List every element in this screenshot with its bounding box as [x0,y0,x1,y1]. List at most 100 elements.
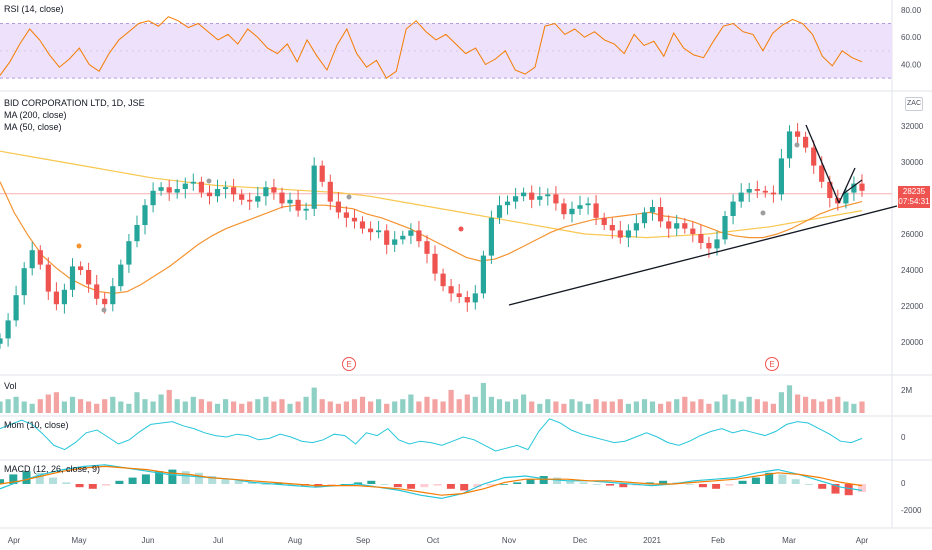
volume-bar [811,399,817,413]
rsi-legend[interactable]: RSI (14, close) [4,4,64,14]
volume-bar [666,401,672,413]
candle-body [617,230,623,238]
candle-body [448,286,454,294]
price-tick-label: 26000 [901,230,924,239]
event-dot [458,226,464,232]
candle-body [569,208,575,215]
volume-bar [843,401,849,413]
price-tick-label: 24000 [901,266,924,275]
volume-bar [142,399,148,413]
candle-body [561,203,567,215]
candle-body [601,217,607,225]
macd-histogram-bar [645,482,654,484]
macd-histogram-bar [407,484,416,489]
price-panel[interactable]: 32000300002800026000240002200020000EE [0,122,924,371]
momentum-legend[interactable]: Mom (10, close) [4,420,69,430]
volume-bar [416,401,422,413]
volume-bar [78,399,84,413]
candle-body [158,187,164,191]
earnings-marker [765,357,779,371]
candle-body [392,239,398,245]
candle-body [214,189,221,197]
candle-body [118,264,124,287]
time-tick-label: Nov [502,536,516,545]
volume-bar [319,399,325,413]
volume-bar [21,401,27,413]
volume-panel[interactable]: 2M [0,383,912,413]
volume-bar [569,399,575,413]
time-tick-label: Dec [573,536,587,545]
volume-bar [577,401,583,413]
macd-histogram-bar [208,476,217,484]
volume-bar [601,401,607,413]
time-tick-label: Feb [711,536,725,545]
candle-body [472,293,478,303]
time-tick-label: Jun [142,536,155,545]
candle-body [174,189,180,193]
volume-bar [746,396,752,413]
volume-bar [593,399,599,413]
ma50-line [0,181,863,295]
volume-bar [585,403,591,413]
time-tick-label: Apr [8,536,21,545]
macd-histogram-bar [221,479,230,484]
candle-body [45,264,51,292]
rsi-panel[interactable]: 80.00 60.00 40.00 [0,6,922,79]
macd-histogram-bar [579,482,588,484]
candle-body [633,223,639,231]
price-tick-label: 20000 [901,338,924,347]
time-tick-label: May [71,536,86,545]
volume-bar [641,399,648,413]
volume-bar [174,399,180,413]
candle-body [263,187,269,197]
time-axis[interactable]: Apr May Jun Jul Aug Sep Oct Nov Dec 2021 Feb Mar Apr [8,536,869,545]
chart-title[interactable]: BID CORPORATION LTD, 1D, JSE [4,98,145,108]
momentum-line [0,418,863,452]
candle-body [593,203,599,218]
macd-legend[interactable]: MACD (12, 26, close, 9) [4,464,101,474]
macd-line [0,464,863,500]
rsi-line [0,16,863,79]
candle-body [5,320,11,339]
macd-histogram-bar [791,479,800,484]
candle-body [464,297,470,303]
channel-line [805,124,840,204]
macd-histogram-bar [858,484,866,492]
macd-histogram-bar [181,471,190,484]
volume-bar [392,401,398,413]
volume-bar [545,399,551,413]
candle-body [376,230,382,233]
volume-bar [609,401,615,413]
candle-body [359,221,366,229]
volume-bar [69,396,76,413]
candle-body [819,165,825,182]
momentum-panel[interactable]: 0 [0,418,906,452]
volume-bar [698,399,704,413]
macd-tick-label: 0 [901,479,906,488]
candle-body [231,187,237,195]
time-tick-label: 2021 [643,536,661,545]
event-dot [206,178,212,184]
volume-bar [29,403,35,413]
candle-body [206,192,213,197]
candle-body [513,196,519,202]
volume-bar [714,401,720,413]
ma50-legend[interactable]: MA (50, close) [4,122,62,132]
volume-legend[interactable]: Vol [4,381,17,391]
volume-bar [513,399,519,413]
macd-histogram-bar [738,480,747,484]
candle-body [303,208,309,211]
candle-body [577,205,583,209]
volume-bar [682,396,688,413]
macd-panel[interactable]: 0 -2000 [0,464,922,515]
candle-body [21,268,27,296]
macd-histogram-bar [460,484,469,491]
candle-body [368,228,374,233]
volume-bar [295,401,301,413]
volume-bar [706,403,712,413]
candle-body [778,158,784,195]
macd-histogram-bar [778,474,787,484]
ma200-legend[interactable]: MA (200, close) [4,110,67,120]
